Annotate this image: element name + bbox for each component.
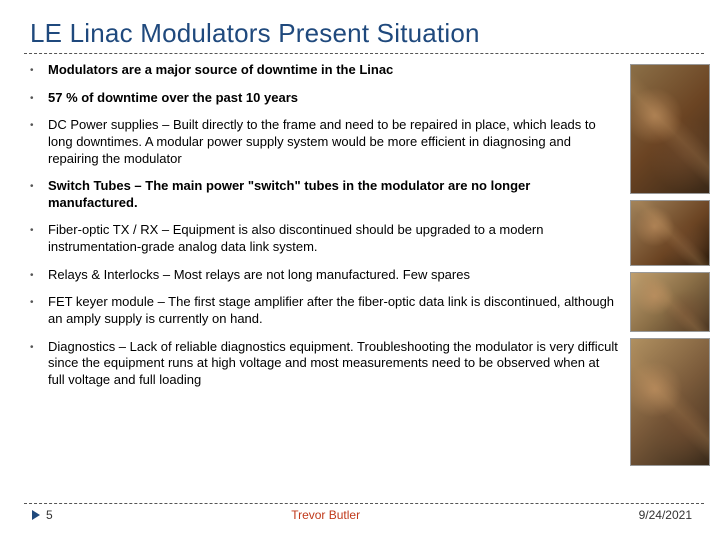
equipment-photo-3	[630, 272, 710, 332]
page-number: 5	[46, 508, 53, 522]
bullet-text: DC Power supplies – Built directly to th…	[48, 117, 618, 167]
equipment-photo-1	[630, 64, 710, 194]
bullet-marker-icon: •	[30, 62, 48, 79]
bullet-marker-icon: •	[30, 117, 48, 167]
bullet-text: Relays & Interlocks – Most relays are no…	[48, 267, 618, 284]
bullet-marker-icon: •	[30, 222, 48, 255]
bullet-item: • Switch Tubes – The main power "switch"…	[30, 178, 618, 211]
bullet-marker-icon: •	[30, 294, 48, 327]
bullet-item: • Diagnostics – Lack of reliable diagnos…	[30, 339, 618, 389]
bullet-text: FET keyer module – The first stage ampli…	[48, 294, 618, 327]
footer-author: Trevor Butler	[53, 508, 639, 522]
slide-container: LE Linac Modulators Present Situation • …	[0, 0, 720, 540]
bullet-item: • FET keyer module – The first stage amp…	[30, 294, 618, 327]
bullet-item: • Fiber-optic TX / RX – Equipment is als…	[30, 222, 618, 255]
divider-bottom	[24, 503, 704, 504]
bullet-text: Switch Tubes – The main power "switch" t…	[48, 178, 618, 211]
bullet-list: • Modulators are a major source of downt…	[30, 62, 622, 466]
bullet-marker-icon: •	[30, 90, 48, 107]
slide-title: LE Linac Modulators Present Situation	[30, 18, 710, 49]
bullet-item: • DC Power supplies – Built directly to …	[30, 117, 618, 167]
divider-top	[24, 53, 704, 54]
bullet-item: • Modulators are a major source of downt…	[30, 62, 618, 79]
content-wrap: • Modulators are a major source of downt…	[30, 62, 710, 466]
bullet-text: Fiber-optic TX / RX – Equipment is also …	[48, 222, 618, 255]
footer-row: 5 Trevor Butler 9/24/2021	[30, 508, 710, 522]
bullet-marker-icon: •	[30, 339, 48, 389]
equipment-photo-2	[630, 200, 710, 266]
image-column	[630, 62, 710, 466]
bullet-text: Diagnostics – Lack of reliable diagnosti…	[48, 339, 618, 389]
bullet-marker-icon: •	[30, 178, 48, 211]
arrow-right-icon	[32, 510, 40, 520]
bullet-marker-icon: •	[30, 267, 48, 284]
bullet-text: Modulators are a major source of downtim…	[48, 62, 618, 79]
bullet-item: • 57 % of downtime over the past 10 year…	[30, 90, 618, 107]
bullet-item: • Relays & Interlocks – Most relays are …	[30, 267, 618, 284]
slide-footer: 5 Trevor Butler 9/24/2021	[30, 503, 710, 522]
equipment-photo-4	[630, 338, 710, 466]
bullet-text: 57 % of downtime over the past 10 years	[48, 90, 618, 107]
footer-date: 9/24/2021	[639, 508, 710, 522]
